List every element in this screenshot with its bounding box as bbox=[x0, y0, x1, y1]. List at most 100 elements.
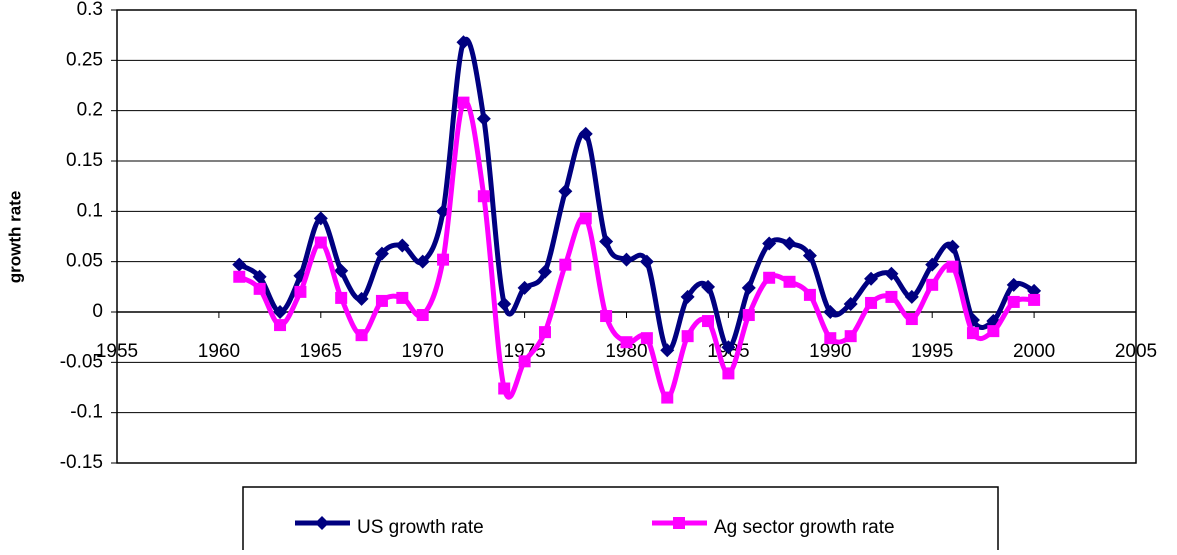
point bbox=[945, 239, 960, 254]
y-tick-label: 0.15 bbox=[66, 150, 103, 171]
point bbox=[619, 252, 634, 267]
y-tick-label: 0.2 bbox=[77, 100, 103, 121]
point bbox=[763, 271, 776, 284]
point bbox=[517, 280, 532, 295]
y-tick-label: -0.15 bbox=[60, 452, 103, 473]
x-tick-label: 2005 bbox=[1115, 341, 1157, 362]
plot-area bbox=[116, 9, 1137, 464]
point bbox=[537, 264, 552, 279]
point bbox=[354, 291, 369, 306]
point bbox=[762, 236, 777, 251]
point bbox=[274, 319, 287, 332]
point bbox=[702, 315, 715, 328]
point bbox=[884, 266, 899, 281]
point bbox=[579, 212, 592, 225]
x-tick-label: 1990 bbox=[809, 341, 851, 362]
point bbox=[823, 305, 838, 319]
point bbox=[600, 310, 613, 323]
point bbox=[559, 258, 572, 271]
legend-label: US growth rate bbox=[357, 517, 484, 538]
point bbox=[1028, 293, 1041, 306]
point bbox=[253, 282, 266, 295]
point bbox=[477, 190, 490, 203]
y-tick-label: 0 bbox=[92, 301, 103, 322]
point bbox=[498, 382, 511, 395]
point bbox=[966, 327, 979, 340]
x-tick-label: 1955 bbox=[96, 341, 138, 362]
y-tick-label: -0.1 bbox=[70, 402, 103, 423]
point bbox=[660, 343, 675, 358]
x-tick-label: 1965 bbox=[300, 341, 342, 362]
point bbox=[314, 236, 327, 249]
x-tick-label: 1970 bbox=[402, 341, 444, 362]
point bbox=[497, 296, 512, 311]
point bbox=[843, 296, 858, 311]
point bbox=[415, 254, 430, 269]
point bbox=[661, 391, 674, 404]
y-tick-label: 0.1 bbox=[77, 200, 103, 221]
point bbox=[741, 280, 756, 295]
point bbox=[355, 329, 368, 342]
point bbox=[802, 248, 817, 263]
point bbox=[334, 263, 349, 278]
legend-marker bbox=[673, 517, 685, 529]
point bbox=[783, 275, 796, 288]
point bbox=[620, 336, 633, 349]
legend-marker bbox=[315, 516, 329, 530]
point bbox=[722, 367, 735, 380]
point bbox=[294, 285, 307, 298]
point bbox=[1007, 295, 1020, 308]
point bbox=[374, 246, 389, 261]
x-tick-label: 1980 bbox=[605, 341, 647, 362]
point bbox=[313, 211, 328, 226]
legend-label: Ag sector growth rate bbox=[714, 517, 895, 538]
point bbox=[925, 257, 940, 272]
x-tick-label: 1960 bbox=[198, 341, 240, 362]
point bbox=[865, 296, 878, 309]
point bbox=[742, 309, 755, 322]
point bbox=[375, 294, 388, 307]
point bbox=[599, 234, 614, 249]
point bbox=[824, 332, 837, 345]
point bbox=[782, 236, 797, 251]
point bbox=[987, 325, 1000, 338]
y-tick-label: 0.05 bbox=[66, 251, 103, 272]
point bbox=[904, 289, 919, 304]
point bbox=[680, 289, 695, 304]
point bbox=[335, 291, 348, 304]
point bbox=[640, 332, 653, 345]
point bbox=[885, 290, 898, 303]
point bbox=[273, 305, 288, 319]
x-tick-label: 2000 bbox=[1013, 341, 1055, 362]
point bbox=[946, 260, 959, 273]
point bbox=[252, 269, 267, 284]
x-tick-label: 1995 bbox=[911, 341, 953, 362]
point bbox=[558, 184, 573, 199]
point bbox=[721, 340, 736, 355]
point bbox=[864, 271, 879, 286]
y-tick-label: -0.05 bbox=[60, 351, 103, 372]
point bbox=[476, 111, 491, 126]
point bbox=[681, 330, 694, 343]
point bbox=[518, 355, 531, 368]
point bbox=[232, 257, 247, 272]
point bbox=[396, 291, 409, 304]
point bbox=[1006, 277, 1021, 292]
point bbox=[457, 96, 470, 109]
point bbox=[639, 254, 654, 269]
point bbox=[905, 313, 918, 326]
point bbox=[437, 253, 450, 266]
point bbox=[844, 330, 857, 343]
y-tick-label: 0.3 bbox=[77, 0, 103, 20]
point bbox=[701, 279, 716, 294]
point bbox=[538, 326, 551, 339]
point bbox=[395, 238, 410, 253]
point bbox=[578, 126, 593, 141]
point bbox=[926, 278, 939, 291]
y-tick-label: 0.25 bbox=[66, 49, 103, 70]
point bbox=[233, 270, 246, 283]
legend-box bbox=[242, 486, 999, 555]
point bbox=[803, 288, 816, 301]
